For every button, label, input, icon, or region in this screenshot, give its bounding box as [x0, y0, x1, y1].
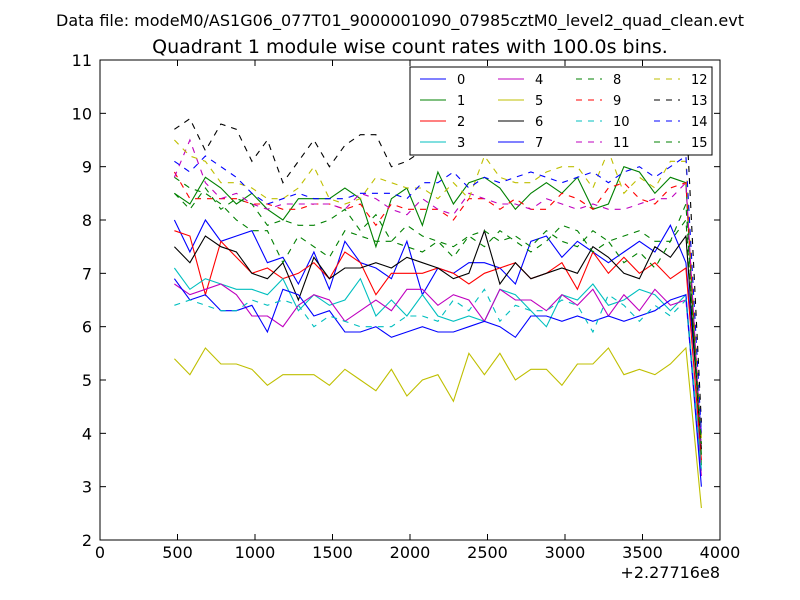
y-tick-label: 7 [82, 264, 92, 283]
x-offset-label: +2.27716e8 [620, 563, 720, 582]
x-tick-label: 2000 [390, 543, 431, 562]
y-tick-label: 2 [82, 531, 92, 550]
series-line-14 [174, 154, 702, 434]
y-tick-label: 5 [82, 371, 92, 390]
x-tick-label: 3000 [545, 543, 586, 562]
y-tick-label: 6 [82, 318, 92, 337]
legend-label-8: 8 [613, 73, 621, 88]
legend-label-3: 3 [457, 136, 465, 151]
legend-label-4: 4 [535, 73, 543, 88]
series-line-5 [174, 346, 702, 509]
y-tick-label: 10 [72, 104, 92, 123]
x-tick-label: 500 [162, 543, 193, 562]
legend-frame [409, 66, 713, 156]
y-tick-label: 4 [82, 424, 92, 443]
chart-title: Quadrant 1 module wise count rates with … [152, 36, 668, 58]
axis-layer: 0 500 1000 1500 2000 2500 3000 3500 4000 2 3 4 5 6 7 8 9… [72, 51, 741, 562]
x-tick-label: 4000 [700, 543, 741, 562]
legend-label-15: 15 [691, 136, 708, 151]
y-tick-label: 8 [82, 211, 92, 230]
series-line-7 [173, 278, 702, 487]
series-line-15 [174, 187, 702, 445]
legend-label-11: 11 [613, 136, 630, 151]
legend-label-5: 5 [535, 94, 543, 109]
y-tick-label: 11 [72, 51, 92, 70]
series-line-11 [173, 138, 702, 450]
x-tick-label: 1000 [235, 543, 276, 562]
y-tick-label: 3 [82, 478, 92, 497]
series-line-0 [173, 218, 702, 434]
legend-label-10: 10 [613, 115, 630, 130]
legend-label-2: 2 [457, 115, 465, 130]
legend-label-6: 6 [535, 115, 543, 130]
series-line-12 [174, 139, 702, 439]
y-tick-label: 9 [82, 158, 92, 177]
series-line-10 [174, 288, 702, 471]
x-tick-label: 1500 [312, 543, 353, 562]
legend-label-9: 9 [613, 94, 621, 109]
legend-label-7: 7 [535, 136, 543, 151]
legend-label-1: 1 [457, 94, 465, 109]
legend-label-14: 14 [691, 115, 708, 130]
chart-suptitle: Data file: modeM0/AS1G06_077T01_90000010… [56, 11, 744, 31]
x-tick-label: 3500 [622, 543, 663, 562]
series-line-2 [174, 230, 702, 461]
x-tick-label: 0 [95, 543, 105, 562]
series-line-1 [174, 166, 702, 466]
series-line-4 [174, 283, 702, 477]
legend-label-12: 12 [691, 73, 708, 88]
legend-label-13: 13 [691, 94, 708, 109]
legend-label-0: 0 [457, 73, 465, 88]
series-layer [173, 96, 702, 509]
series-line-3 [173, 267, 702, 471]
series-line-6 [174, 228, 702, 450]
x-tick-label: 2500 [467, 543, 508, 562]
